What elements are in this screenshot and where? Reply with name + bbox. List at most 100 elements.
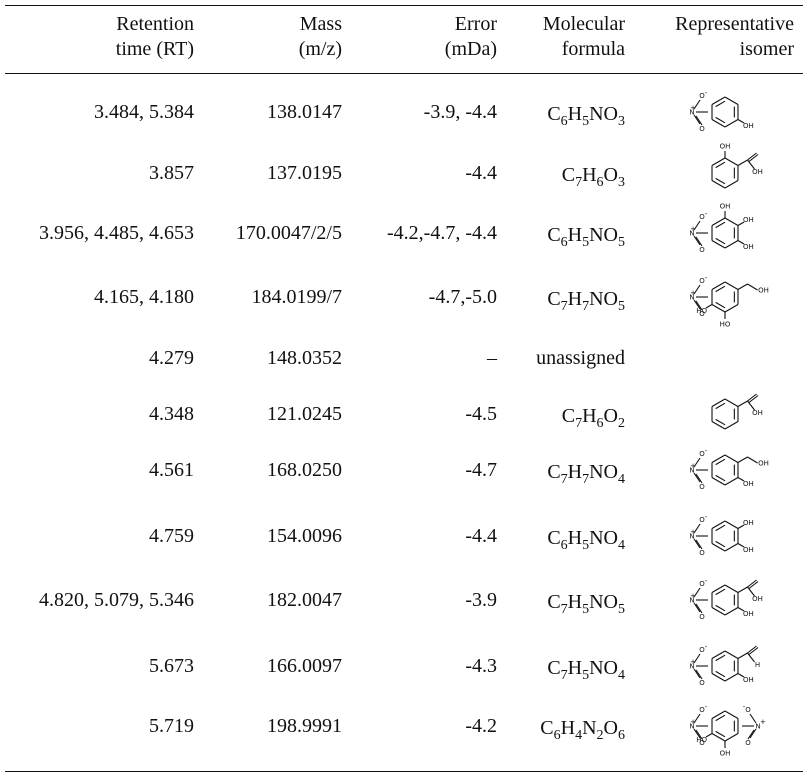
representative-isomer-structure: N + O - O N + O - O OH HO bbox=[655, 697, 795, 758]
formula-element: C bbox=[547, 224, 561, 246]
header-retention-time: Retention time (RT) bbox=[115, 13, 194, 60]
nitro-o-minus-label: O bbox=[745, 706, 751, 714]
error-cell: -4.4 bbox=[465, 162, 497, 184]
table-row: 5.719 198.9991 -4.2 C6H4N2O6 N + O - O N + O - O OH HO bbox=[0, 703, 808, 764]
top-rule bbox=[5, 5, 803, 7]
formula-element: C bbox=[547, 103, 561, 125]
formula-element: NO bbox=[589, 103, 618, 125]
nitro-o-minus-label: O bbox=[699, 450, 705, 458]
table-row: 3.484, 5.384 138.0147 -3.9, -4.4 C6H5NO3 N + O… bbox=[0, 89, 808, 150]
acid-oh-label: OH bbox=[752, 168, 763, 176]
structure-drawing bbox=[711, 281, 739, 313]
structure-drawing bbox=[711, 520, 739, 552]
representative-isomer-structure: N + O - O OH OH bbox=[655, 441, 795, 499]
error-cell: -4.4 bbox=[465, 525, 497, 547]
structure-svg: OH OH bbox=[711, 143, 763, 189]
nitro-minus-label: - bbox=[743, 703, 746, 711]
formula-element: NO bbox=[589, 591, 618, 613]
formula-element: H bbox=[567, 224, 583, 246]
retention-time-cell: 4.759 bbox=[149, 525, 194, 547]
hydroxyl-label: OH bbox=[743, 546, 754, 554]
formula-element: C bbox=[561, 405, 576, 427]
formula-subscript: 6 bbox=[560, 235, 568, 250]
nitro-o-label: O bbox=[699, 549, 705, 557]
retention-time-cell: 5.719 bbox=[149, 715, 194, 737]
formula-subscript: 6 bbox=[553, 728, 561, 743]
table-row: 4.279 148.0352 – unassigned bbox=[0, 346, 808, 396]
formula-subscript: 2 bbox=[618, 416, 625, 431]
nitro-n-label: N bbox=[689, 109, 694, 117]
nitro-minus-label: - bbox=[705, 210, 708, 218]
formula-element: C bbox=[547, 657, 561, 679]
hydroxyl-label: HO bbox=[696, 736, 707, 744]
representative-isomer-structure: N + O - O OH OH OH bbox=[655, 203, 795, 262]
representative-isomer-structure: OH OH bbox=[655, 143, 795, 202]
header-rule bbox=[5, 73, 803, 74]
formula-subscript: 5 bbox=[582, 538, 590, 553]
structure-drawing bbox=[711, 584, 739, 616]
molecular-formula-cell: C6H4N2O6 bbox=[540, 716, 625, 743]
formula-subscript: 5 bbox=[582, 602, 590, 617]
formula-subscript: 6 bbox=[596, 416, 604, 431]
formula-subscript: 3 bbox=[618, 175, 625, 190]
hydroxyl-label: OH bbox=[743, 676, 754, 684]
formula-element: C bbox=[540, 717, 554, 739]
nitro-n-label: N bbox=[689, 533, 694, 541]
nitro-n-label: N bbox=[689, 467, 694, 475]
nitro-o-minus-label: O bbox=[699, 580, 705, 588]
molecular-formula-cell: C7H5NO4 bbox=[547, 656, 625, 683]
representative-isomer-structure: OH bbox=[655, 385, 795, 443]
formula-subscript: 5 bbox=[582, 114, 590, 129]
nitro-plus-label: + bbox=[690, 462, 696, 470]
error-cell: – bbox=[487, 347, 497, 369]
hydroxyl-label: HO bbox=[696, 307, 707, 315]
retention-time-cell: 4.561 bbox=[149, 459, 194, 481]
retention-time-cell: 3.484, 5.384 bbox=[94, 101, 194, 123]
nitro-minus-label: - bbox=[705, 513, 708, 521]
error-cell: -4.2,-4.7, -4.4 bbox=[387, 222, 497, 244]
formula-element: H bbox=[567, 288, 583, 310]
structure-drawing bbox=[711, 454, 739, 486]
mass-cell: 166.0097 bbox=[267, 655, 342, 677]
formula-element: O bbox=[603, 717, 618, 739]
molecular-formula-cell: C6H5NO5 bbox=[547, 223, 625, 250]
nitro-minus-label: - bbox=[705, 274, 708, 282]
nitro-n-label: N bbox=[689, 663, 694, 671]
nitro-plus-label: + bbox=[690, 658, 696, 666]
nitro-minus-label: - bbox=[705, 577, 708, 585]
nitro-plus-label: + bbox=[690, 718, 696, 726]
bottom-rule bbox=[5, 771, 803, 773]
error-cell: -4.5 bbox=[465, 403, 497, 425]
nitro-n-label: N bbox=[689, 597, 694, 605]
formula-subscript: 4 bbox=[618, 538, 625, 553]
nitro-n-label: N bbox=[755, 723, 760, 731]
mass-cell: 198.9991 bbox=[267, 715, 342, 737]
table-row: 4.759 154.0096 -4.4 C6H5NO4 N + O - O OH OH bbox=[0, 513, 808, 574]
formula-subscript: 7 bbox=[560, 472, 568, 487]
hydroxyl-label: OH bbox=[720, 750, 731, 758]
aldehyde-h-label: H bbox=[755, 661, 760, 669]
structure-svg: OH bbox=[711, 393, 763, 430]
formula-subscript: 7 bbox=[582, 299, 590, 314]
formula-element: C bbox=[547, 591, 561, 613]
formula-element: H bbox=[582, 405, 597, 427]
molecular-formula-cell: C6H5NO4 bbox=[547, 526, 625, 553]
acid-oh-label: OH bbox=[752, 409, 763, 417]
table-row: 4.561 168.0250 -4.7 C7H7NO4 N + O - O OH OH bbox=[0, 447, 808, 508]
nitro-n-label: N bbox=[689, 230, 694, 238]
retention-time-cell: 4.279 bbox=[149, 347, 194, 369]
formula-element: unassigned bbox=[536, 347, 625, 369]
nitro-o-label: O bbox=[745, 739, 751, 747]
hydroxyl-label: OH bbox=[743, 216, 754, 224]
formula-element: C bbox=[547, 288, 561, 310]
nitro-plus-label: + bbox=[690, 104, 696, 112]
nitro-n-label: N bbox=[689, 723, 694, 731]
molecular-formula-cell: C7H7NO4 bbox=[547, 460, 625, 487]
error-cell: -4.7,-5.0 bbox=[428, 286, 497, 308]
nitro-o-label: O bbox=[699, 310, 705, 318]
formula-element: H bbox=[567, 527, 583, 549]
mass-cell: 170.0047/2/5 bbox=[235, 222, 342, 244]
formula-element: H bbox=[582, 164, 597, 186]
structure-drawing bbox=[711, 157, 739, 189]
